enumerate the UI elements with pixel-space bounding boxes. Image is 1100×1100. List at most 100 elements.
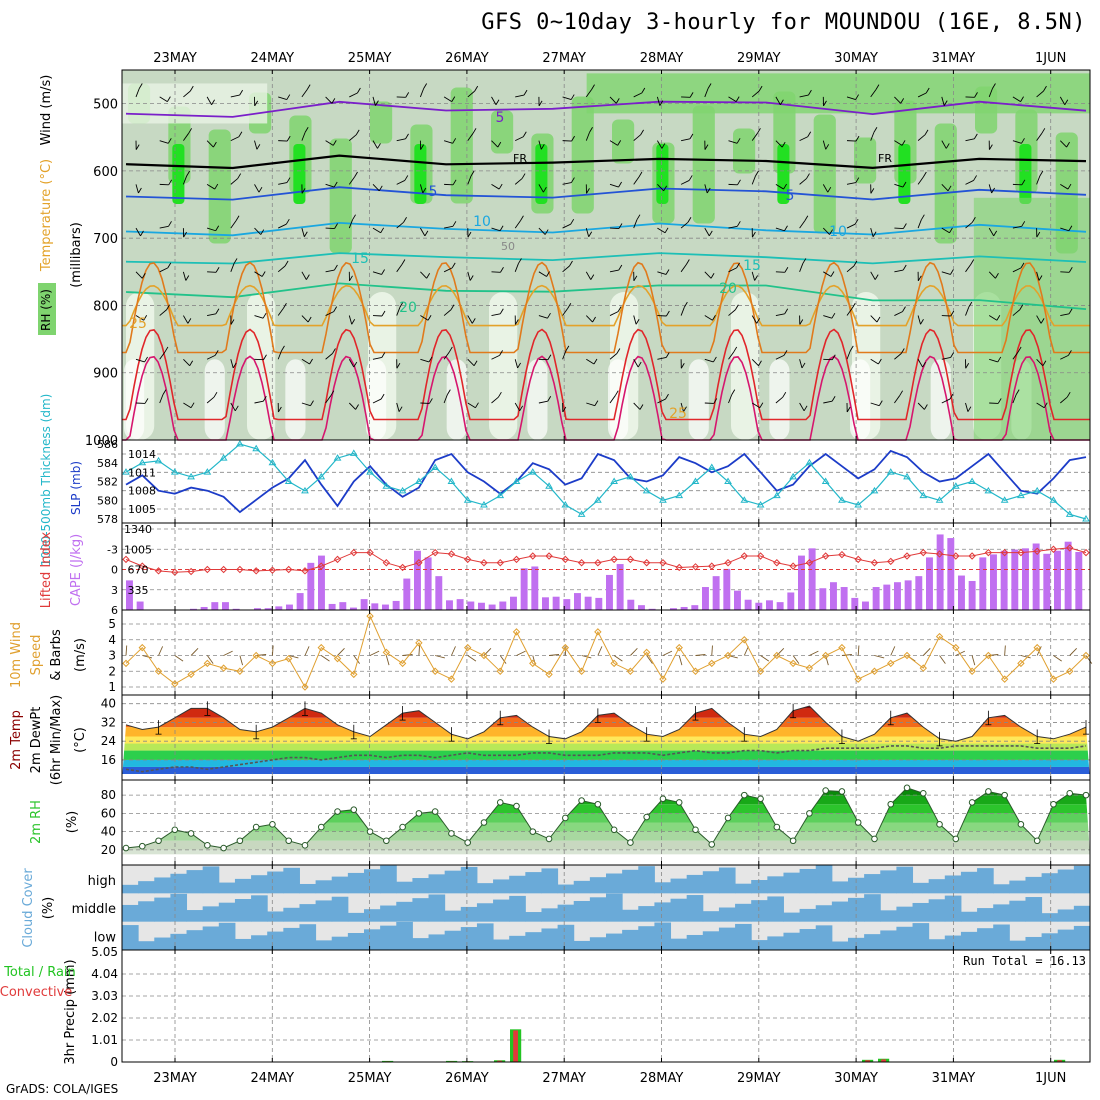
wind-barb-flag — [254, 100, 259, 107]
cloud-cell — [234, 899, 252, 922]
y-axis-label: (6hr Min/Max) — [49, 695, 64, 785]
y-axis-label: (%) — [65, 811, 80, 834]
wind-barb — [870, 358, 879, 365]
grid — [122, 950, 1090, 1062]
wind-barb-flag — [1068, 350, 1072, 356]
wind-barb-flag — [233, 258, 238, 264]
data-point-li — [203, 565, 212, 574]
wind-barb-flag — [806, 173, 810, 179]
wind-barb-flag — [924, 129, 929, 136]
wind-barb — [325, 96, 333, 104]
wind-barb — [491, 183, 500, 190]
data-point-li — [984, 548, 993, 557]
wind-barb-flag — [970, 259, 975, 265]
wind-barb — [633, 219, 638, 229]
wind-barb-flag — [876, 316, 881, 323]
cloud-cell — [1057, 869, 1075, 894]
cloud-cell — [912, 902, 930, 922]
wind-barb — [183, 402, 192, 409]
wind-barb-flag — [237, 173, 242, 179]
wind-barb — [325, 353, 333, 360]
wind-barb-flag — [333, 181, 338, 188]
wind-barb-flag — [213, 391, 218, 398]
data-point-rh2m — [187, 830, 195, 837]
y-tick-label: 1.01 — [91, 1033, 118, 1047]
wind-barb-flag — [993, 230, 998, 237]
wind-barb-flag — [783, 183, 787, 190]
wind-barb-flag — [704, 144, 709, 150]
data-point-rh2m — [383, 837, 390, 845]
rh2m-markers — [122, 784, 1090, 852]
cloud-cell — [815, 865, 833, 894]
cloud-cell — [331, 936, 349, 950]
wind-barb — [467, 90, 475, 98]
data-point-thickness — [1033, 486, 1042, 494]
wind-barb — [775, 96, 781, 105]
bar-cape — [979, 557, 987, 610]
cloud-cell — [735, 923, 752, 950]
wind-barb — [467, 358, 475, 367]
wind-barb — [894, 395, 901, 404]
cloud-cell — [767, 936, 784, 950]
wind-barb-flag — [138, 187, 142, 194]
wind-barb — [483, 648, 492, 656]
wind-barb — [1069, 648, 1078, 656]
temp-band — [122, 759, 1090, 767]
cloud-cell — [783, 932, 801, 950]
wind-barb — [396, 402, 400, 412]
wind-barb — [775, 313, 785, 316]
li-markers — [122, 544, 1090, 576]
wind-barb — [799, 402, 805, 412]
wind-barb-flag — [591, 84, 595, 90]
wind-barb-flag — [398, 406, 403, 412]
wind-barb — [182, 175, 188, 185]
wind-barb-flag — [638, 171, 643, 178]
wind-barbs — [135, 83, 1073, 413]
cloud-cell — [1025, 936, 1043, 950]
slp-frame — [121, 439, 1091, 524]
wind-barb — [799, 359, 803, 369]
wind-barb-flag — [900, 98, 905, 104]
wind-barb — [870, 227, 874, 237]
wind-barb-flag — [1021, 221, 1026, 227]
wind-barb-flag — [375, 100, 379, 106]
wind-barb — [585, 132, 590, 141]
wind-barb — [609, 269, 619, 273]
wind-barb-flag — [784, 225, 788, 231]
cloud-cell — [589, 937, 607, 950]
wind-barb-flag — [731, 389, 736, 395]
bar-precip-convective — [497, 1060, 502, 1062]
wind-barb — [325, 183, 335, 188]
cloud-cell — [960, 931, 978, 950]
wind-barb-flag — [451, 96, 456, 102]
cloud-cell — [557, 904, 575, 922]
wind-barb-flag — [758, 85, 763, 92]
data-point-wind10 — [529, 659, 537, 668]
rh-background — [122, 70, 1090, 440]
x-tick-label-bottom: 26MAY — [445, 1071, 489, 1086]
grid — [122, 440, 1090, 523]
wind-barb-flag — [1042, 360, 1047, 366]
wind-barb — [585, 315, 593, 323]
y-axis-label: Lifted Index — [39, 531, 54, 608]
wind-barb-flag — [1043, 402, 1048, 408]
data-point-wind10 — [545, 670, 553, 679]
data-point-thickness — [984, 486, 993, 494]
wind-barb-flag — [1017, 346, 1022, 353]
wind-barb-flag — [262, 312, 267, 319]
data-point-thickness — [903, 472, 911, 480]
data-point-thickness — [512, 477, 521, 484]
data-point-wind10 — [1033, 643, 1041, 652]
wind-barb-flag — [922, 171, 927, 178]
wind-barb — [1004, 645, 1006, 656]
wind-barb-flag — [759, 402, 764, 408]
data-point-rh2m — [1066, 790, 1074, 797]
cloud-cell — [218, 882, 236, 894]
wind-barb — [894, 269, 904, 273]
wind-barb-flag — [616, 348, 621, 354]
wind-barb — [190, 648, 199, 656]
wind-barb — [467, 175, 472, 185]
cloud-cell — [315, 940, 333, 950]
wind-barb-flag — [143, 315, 148, 321]
wind-barb-flag — [901, 140, 906, 146]
